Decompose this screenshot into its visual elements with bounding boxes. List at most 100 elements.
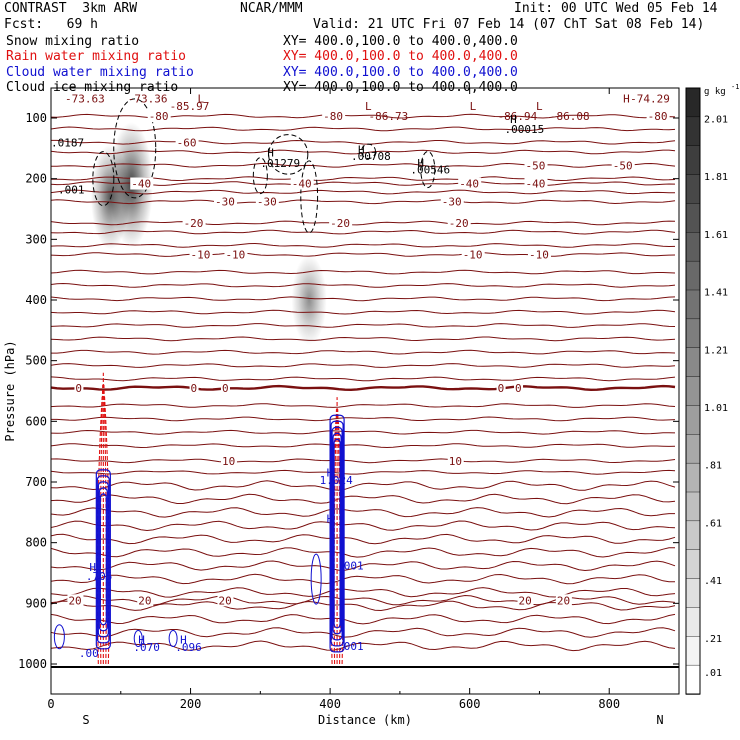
isotherm-line-31 <box>51 507 675 518</box>
isotherm-line-30 <box>51 493 676 505</box>
y-tick-label-5: 600 <box>25 414 47 428</box>
north-end-label: N <box>656 713 663 727</box>
isotherm-label-bg-9 <box>524 177 548 190</box>
isotherm-label-bg-14 <box>329 216 353 229</box>
rain-contour-0-3 <box>103 384 107 665</box>
isotherm-label-bg-18 <box>461 248 485 261</box>
colorbar-cell-10 <box>685 376 701 407</box>
colorbar-cell-5 <box>685 232 701 262</box>
cloud-water-contour-0-3 <box>98 487 108 632</box>
colorbar-tick-6: .81 <box>704 461 722 472</box>
cloud-water-contour-0-1 <box>96 475 110 644</box>
y-tick-label-3: 400 <box>25 293 47 307</box>
y-tick-label-1: 200 <box>25 172 47 186</box>
isotherm-line-24 <box>51 416 676 422</box>
center-label: NCAR/MMM <box>240 1 303 16</box>
isotherm-label-bg-11 <box>255 195 279 208</box>
isotherm-line-18 <box>51 336 676 342</box>
isotherm-label-1: -80 <box>323 110 343 123</box>
isotherm-line-29 <box>51 480 676 491</box>
isotherm-line-28 <box>51 469 676 475</box>
isotherm-label-bg-17 <box>224 248 248 261</box>
isotherm-line-23 <box>51 403 676 408</box>
isotherm-label-6: -40 <box>131 178 151 191</box>
isotherm-label-12: -30 <box>442 196 462 209</box>
isotherm-label-17: -10 <box>225 249 245 262</box>
isotherm-line-2 <box>51 139 676 145</box>
x-tick-label-4: 800 <box>598 697 620 711</box>
isotherm-label-bg-26 <box>447 454 464 467</box>
colorbar-cell-2 <box>685 145 701 176</box>
isotherm-line-8 <box>51 199 676 205</box>
colorbar-unit-exponent: -1 <box>731 83 739 91</box>
isotherm-label-13: -20 <box>184 217 204 230</box>
extremum-label-21: .001 <box>58 184 85 197</box>
isotherm-label-2: -80 <box>648 110 668 123</box>
extremum-label-31: H <box>180 634 187 647</box>
isotherm-label-28: 20 <box>138 594 151 607</box>
colorbar-cell-13 <box>685 462 701 493</box>
y-tick-label-6: 700 <box>25 475 47 489</box>
isotherm-label-bg-10 <box>213 195 237 208</box>
isotherm-line-7 <box>51 189 675 195</box>
isotherm-label-bg-27 <box>67 594 84 607</box>
isotherm-line-19 <box>51 349 676 355</box>
isotherm-label-bg-13 <box>182 216 206 229</box>
colorbar-unit: g kg <box>704 87 726 97</box>
y-tick-label-9: 1000 <box>18 657 47 671</box>
isotherm-line-12 <box>51 252 676 257</box>
colorbar-tick-10: .01 <box>704 668 722 679</box>
isotherm-line-32 <box>51 520 676 532</box>
extremum-label-27: H <box>89 561 96 574</box>
extremum-label-13: .00015 <box>505 123 545 136</box>
isotherm-line-13 <box>51 269 676 275</box>
isotherm-label-bg-20 <box>74 381 84 394</box>
colorbar-cell-15 <box>685 520 701 551</box>
isotherm-line-15 <box>51 296 676 302</box>
isotherm-line-1 <box>51 126 676 132</box>
cloud-ice-contour-1 <box>92 151 115 207</box>
isotherm-label-11: -30 <box>257 196 277 209</box>
isotherm-label-24: 0 <box>515 382 522 395</box>
cloud-water-contour-1-2 <box>331 426 343 641</box>
extremum-label-18: .00708 <box>351 150 391 163</box>
isotherm-line-3 <box>51 149 676 155</box>
isotherm-line-9 <box>51 220 676 226</box>
isotherm-label-18: -10 <box>463 249 483 262</box>
isotherm-line-22 <box>51 384 676 392</box>
isotherm-label-bg-31 <box>555 594 572 607</box>
isotherm-label-bg-0 <box>147 110 171 123</box>
isotherm-line-11 <box>51 242 676 248</box>
isotherm-label-bg-7 <box>290 177 314 190</box>
extremum-label-17: H <box>358 144 365 157</box>
x-tick-label-2: 400 <box>319 697 341 711</box>
isotherm-line-20 <box>51 363 676 368</box>
isotherm-label-10: -30 <box>215 196 235 209</box>
isotherm-label-bg-28 <box>137 594 154 607</box>
extremum-label-16: .01279 <box>260 157 300 170</box>
isotherm-line-36 <box>51 573 676 585</box>
isotherm-label-22: 0 <box>222 382 229 395</box>
isotherm-label-9: -40 <box>525 178 545 191</box>
colorbar-tick-1: 1.81 <box>704 172 728 183</box>
init-label: Init: 00 UTC Wed 05 Feb 14 <box>514 1 718 16</box>
colorbar-cell-6 <box>685 260 701 291</box>
field-cloud-water-name: Cloud water mixing ratio <box>6 65 194 80</box>
isotherm-line-40 <box>51 613 676 625</box>
extremum-label-30: .070 <box>133 641 160 654</box>
colorbar-cell-17 <box>685 578 701 609</box>
isotherm-line-33 <box>51 533 676 545</box>
snow-blob-2 <box>291 255 327 345</box>
isotherm-label-bg-19 <box>527 248 551 261</box>
isotherm-line-21 <box>51 376 676 382</box>
isotherm-label-bg-1 <box>322 110 346 123</box>
isotherm-label-20: 0 <box>75 382 82 395</box>
cloud-water-contour-1-3 <box>332 432 342 635</box>
isotherm-line-17 <box>51 323 676 328</box>
isotherm-label-bg-30 <box>517 594 534 607</box>
colorbar-cell-12 <box>685 434 701 464</box>
extremum-label-20: .00546 <box>410 164 450 177</box>
isotherm-label-7: -40 <box>292 178 312 191</box>
cloud-water-small-3 <box>310 553 322 605</box>
colorbar-tick-8: .41 <box>704 576 722 587</box>
